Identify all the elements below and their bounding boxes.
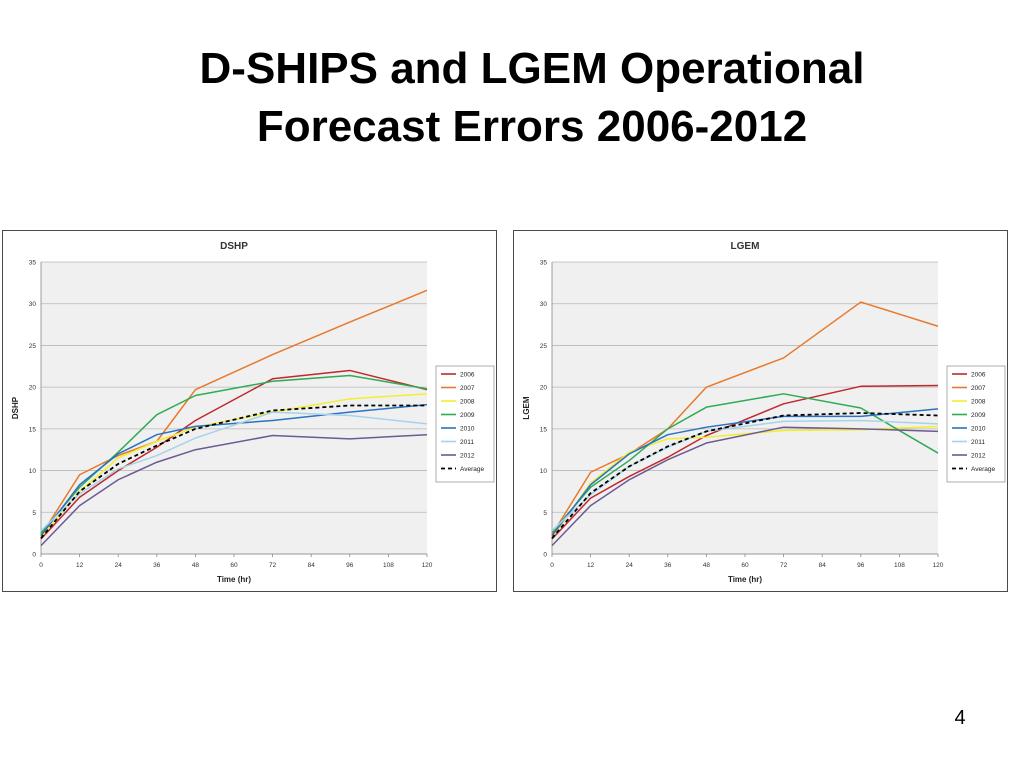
lgem-series-line-2006 — [551, 384, 939, 540]
slide-title: D-SHIPS and LGEM Operational Forecast Er… — [60, 40, 1004, 156]
dshp-x-tick-label: 36 — [153, 562, 161, 569]
lgem-chart-panel: LGEM 0 5 10 15 20 25 30 35 0 12 24 36 48 60 72 84 96 108 12… — [513, 230, 1008, 592]
lgem-legend-label-2007: 2007 — [971, 385, 986, 392]
lgem-series-line-2007 — [551, 301, 939, 536]
dshp-x-tick-label: 72 — [269, 562, 277, 569]
lgem-x-tick-label: 48 — [703, 562, 711, 569]
dshp-legend-label-2012: 2012 — [460, 453, 475, 460]
lgem-x-tick-label: 24 — [626, 562, 634, 569]
dshp-x-tick-label: 12 — [76, 562, 84, 569]
lgem-series-line-2010 — [551, 408, 939, 537]
dshp-y-tick-label: 25 — [29, 343, 37, 350]
lgem-y-tick-label: 30 — [540, 301, 548, 308]
lgem-x-tick-label: 108 — [894, 562, 905, 569]
dshp-x-tick-label: 60 — [230, 562, 238, 569]
dshp-legend-label-average: Average — [460, 466, 484, 473]
lgem-y-tick-label: 0 — [543, 552, 547, 559]
dshp-y-tick-label: 15 — [29, 426, 37, 433]
dshp-y-tick-label: 10 — [29, 468, 37, 475]
dshp-series-line-average — [40, 404, 427, 539]
dshp-x-tick-label: 120 — [422, 562, 433, 569]
lgem-y-tick-label: 15 — [540, 426, 548, 433]
dshp-y-axis-label: DSHP — [11, 396, 20, 419]
dshp-series-line-2010 — [40, 403, 428, 537]
dshp-x-tick-label: 96 — [346, 562, 354, 569]
dshp-plot-area — [41, 262, 427, 554]
lgem-legend-label-2008: 2008 — [971, 399, 986, 406]
lgem-legend — [946, 365, 1006, 483]
lgem-chart: LGEM 0 5 10 15 20 25 30 35 0 12 24 36 48 60 72 84 96 108 12… — [522, 241, 1006, 584]
lgem-legend-label-2006: 2006 — [971, 372, 986, 379]
lgem-y-axis-label: LGEM — [522, 396, 531, 419]
dshp-y-tick-label: 20 — [29, 385, 37, 392]
lgem-x-tick-label: 36 — [664, 562, 672, 569]
lgem-x-tick-label: 72 — [780, 562, 788, 569]
dshp-chart-panel: DSHP 0 5 10 15 20 25 30 35 0 12 24 36 48 60 72 84 96 108 12… — [2, 230, 497, 592]
dshp-series-line-2009 — [40, 374, 428, 534]
lgem-legend-label-2012: 2012 — [971, 453, 986, 460]
dshp-y-tick-label: 5 — [32, 510, 36, 517]
dshp-legend — [435, 365, 495, 483]
lgem-x-tick-label: 120 — [933, 562, 944, 569]
lgem-y-tick-label: 35 — [540, 260, 548, 267]
dshp-x-axis-label: Time (hr) — [217, 575, 251, 584]
dshp-x-tick-label: 48 — [192, 562, 200, 569]
dshp-y-tick-label: 0 — [32, 552, 36, 559]
dshp-legend-label-2009: 2009 — [460, 412, 475, 419]
lgem-x-tick-label: 0 — [550, 562, 554, 569]
dshp-x-tick-label: 84 — [308, 562, 316, 569]
dshp-series-line-2012 — [40, 433, 428, 547]
dshp-x-tick-label: 108 — [383, 562, 394, 569]
lgem-legend-label-2011: 2011 — [971, 439, 985, 446]
dshp-chart-title: DSHP — [220, 241, 248, 252]
dshp-legend-label-2006: 2006 — [460, 372, 475, 379]
dshp-chart: DSHP 0 5 10 15 20 25 30 35 0 12 24 36 48 60 72 84 96 108 12… — [11, 241, 495, 584]
slide-title-line-2: Forecast Errors 2006-2012 — [256, 102, 808, 151]
slide-title-line-1: D-SHIPS and LGEM Operational — [199, 44, 865, 93]
page-number: 4 — [954, 707, 966, 729]
lgem-y-tick-label: 5 — [543, 510, 547, 517]
lgem-series-line-average — [551, 412, 939, 539]
lgem-x-tick-label: 84 — [819, 562, 827, 569]
lgem-x-tick-label: 96 — [857, 562, 865, 569]
dshp-series-line-2011 — [40, 411, 428, 532]
lgem-x-tick-label: 12 — [587, 562, 595, 569]
dshp-legend-label-2007: 2007 — [460, 385, 475, 392]
lgem-y-tick-label: 10 — [540, 468, 548, 475]
dshp-y-tick-label: 35 — [29, 260, 37, 267]
lgem-legend-label-2010: 2010 — [971, 426, 986, 433]
lgem-legend-label-average: Average — [971, 466, 995, 473]
lgem-y-tick-label: 20 — [540, 385, 548, 392]
lgem-x-tick-label: 60 — [741, 562, 749, 569]
lgem-x-axis-label: Time (hr) — [728, 575, 762, 584]
dshp-x-tick-label: 24 — [115, 562, 123, 569]
lgem-legend-label-2009: 2009 — [971, 412, 986, 419]
dshp-y-tick-label: 30 — [29, 301, 37, 308]
lgem-series-line-2012 — [551, 426, 939, 547]
dshp-x-tick-label: 0 — [39, 562, 43, 569]
dshp-legend-label-2011: 2011 — [460, 439, 474, 446]
dshp-legend-label-2010: 2010 — [460, 426, 475, 433]
lgem-chart-title: LGEM — [731, 241, 760, 252]
lgem-plot-area — [552, 262, 938, 554]
lgem-y-tick-label: 25 — [540, 343, 548, 350]
lgem-series-line-2009 — [551, 393, 939, 533]
dshp-series-line-2008 — [40, 393, 428, 538]
dshp-series-line-2007 — [40, 289, 428, 537]
dshp-legend-label-2008: 2008 — [460, 399, 475, 406]
